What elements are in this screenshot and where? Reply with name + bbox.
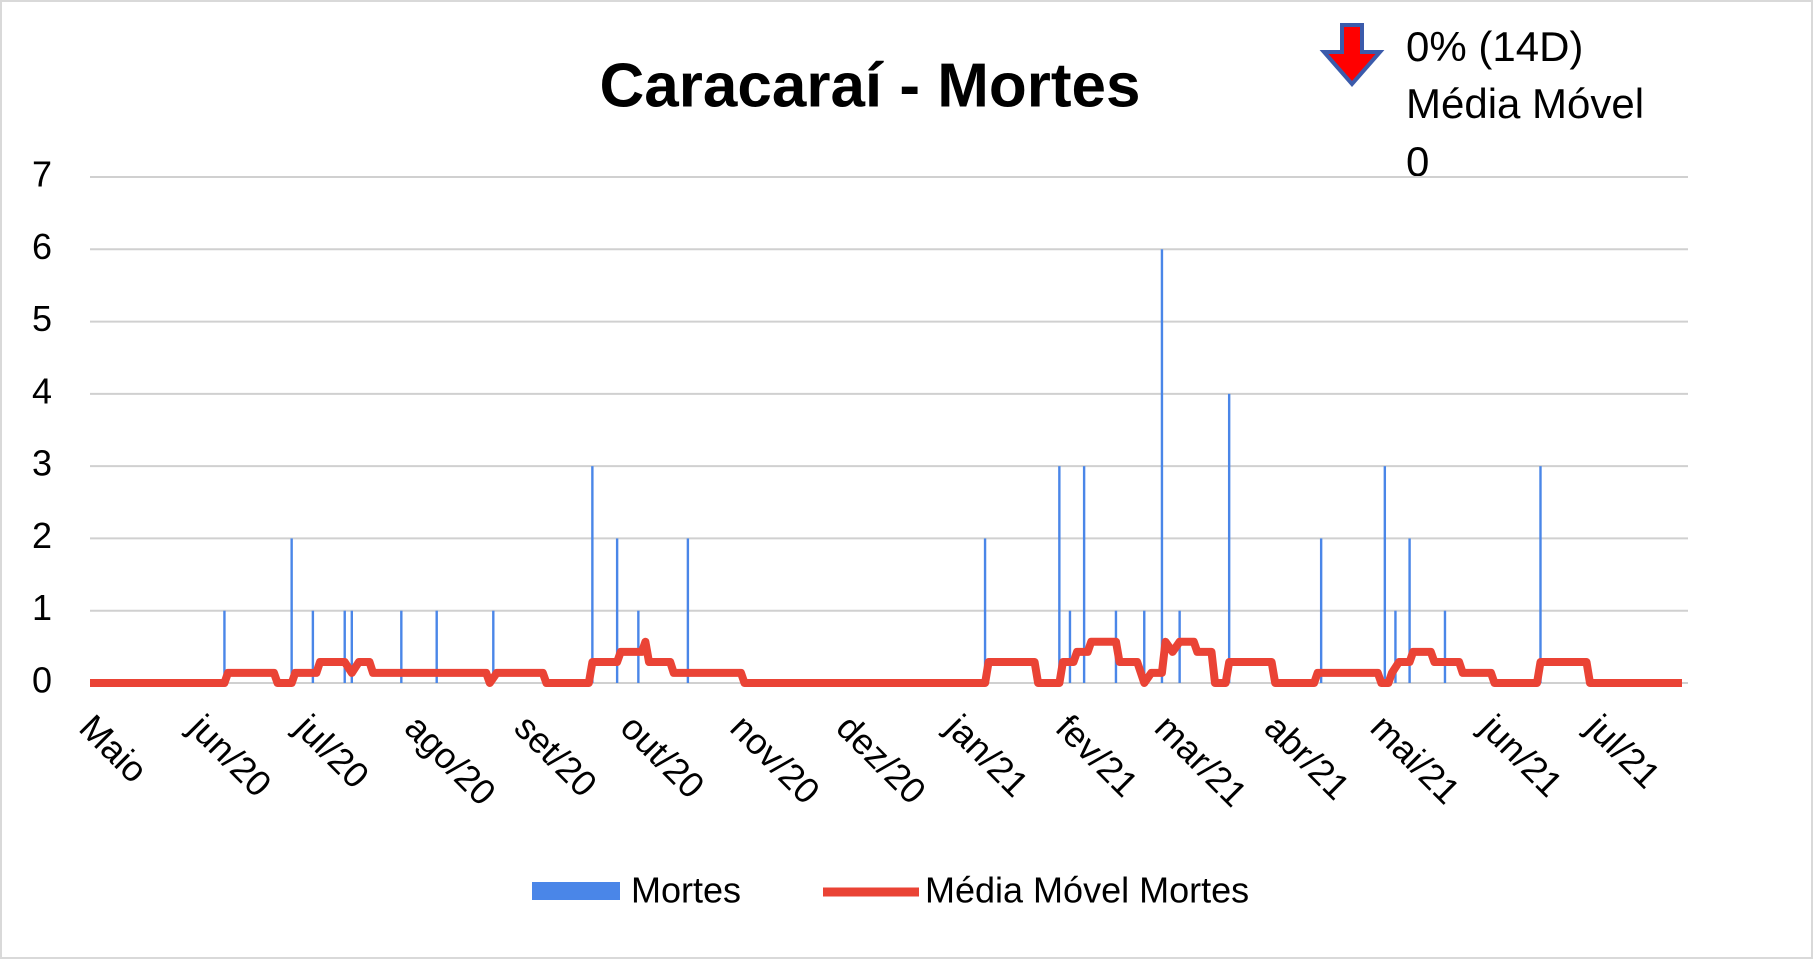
chart-title: Caracaraí - Mortes — [599, 51, 1140, 120]
bar — [1383, 466, 1387, 683]
bar — [1408, 538, 1411, 683]
bar — [1082, 466, 1086, 683]
bar — [311, 610, 315, 683]
y-tick-label: 0 — [32, 660, 52, 701]
annotation: 0 — [1406, 138, 1429, 185]
annotation: Média Móvel — [1406, 80, 1644, 127]
bar — [1160, 249, 1164, 684]
bar — [983, 538, 987, 683]
bar — [686, 538, 690, 683]
bar — [343, 610, 346, 683]
down-arrow-icon — [1319, 23, 1385, 88]
bar — [1443, 610, 1447, 683]
moving-average-line — [90, 637, 1682, 687]
bar — [492, 610, 495, 683]
y-tick-label: 3 — [32, 443, 52, 484]
y-tick-label: 5 — [32, 298, 52, 339]
bar — [223, 610, 226, 683]
legend-label: Mortes — [631, 870, 741, 911]
y-tick-label: 6 — [32, 226, 52, 267]
bar — [591, 466, 594, 683]
bar — [290, 538, 293, 683]
bar — [1539, 466, 1542, 683]
bar — [1068, 610, 1072, 683]
bar — [1227, 393, 1231, 683]
legend-swatch — [532, 882, 620, 900]
bar — [637, 610, 640, 683]
y-tick-label: 4 — [32, 370, 52, 411]
y-tick-label: 2 — [32, 515, 52, 556]
bar — [1394, 610, 1397, 683]
bar — [350, 610, 353, 683]
bar — [435, 610, 438, 683]
bar — [1319, 538, 1323, 683]
y-tick-label: 7 — [32, 154, 52, 195]
annotation: 0% (14D) — [1406, 23, 1583, 70]
bar — [1143, 610, 1146, 683]
bar — [400, 610, 403, 683]
bar — [1058, 466, 1061, 683]
legend-label: Média Móvel Mortes — [925, 870, 1249, 911]
bar — [615, 538, 619, 683]
y-tick-label: 1 — [32, 587, 52, 628]
